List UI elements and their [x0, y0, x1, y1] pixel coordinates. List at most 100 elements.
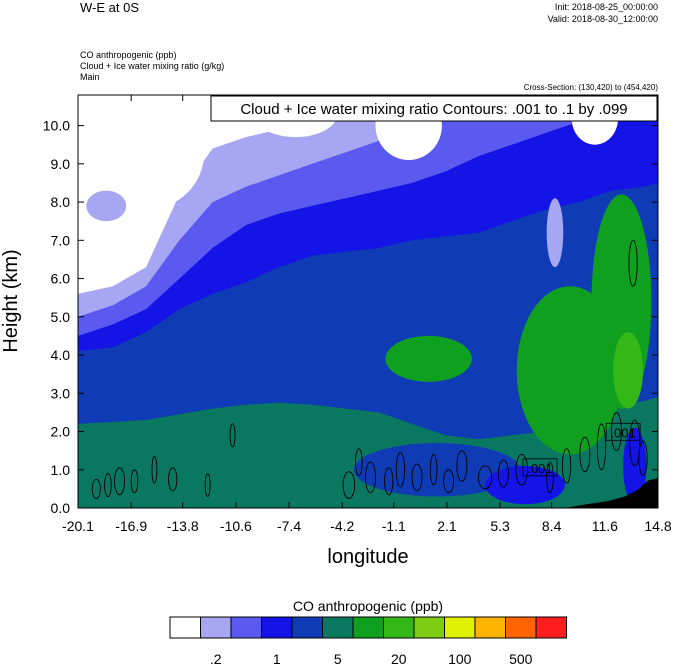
- contour-label-0: .001: [527, 461, 552, 476]
- terrain: [564, 478, 658, 508]
- cloud-contour-1: [104, 473, 112, 497]
- cloud-contour-25: [629, 419, 641, 467]
- cloud-contour-14: [429, 454, 438, 486]
- co-blob-8: [87, 95, 205, 210]
- colorbar-swatch-12: [535, 616, 567, 639]
- cloud-contour-15: [443, 469, 455, 494]
- cloud-contour-6: [204, 473, 211, 497]
- colorbar-swatch-11: [505, 616, 537, 639]
- y-tick-label-9: 9.0: [51, 156, 71, 172]
- contour-label-box-1: [605, 422, 641, 441]
- co-blob-13: [546, 198, 564, 268]
- x-tick-label-1: -16.9: [115, 518, 147, 534]
- co-blob-2: [613, 332, 644, 409]
- contour-legend-box: Cloud + Ice water mixing ratio Contours:…: [210, 95, 658, 122]
- y-axis-label: Height (km): [0, 249, 22, 352]
- cloud-contour-2: [114, 467, 125, 496]
- co-fill-layer: [78, 95, 658, 508]
- x-tick-label-11: 14.8: [644, 518, 671, 534]
- colorbar-label-3: 20: [391, 651, 407, 667]
- x-tick-label-0: -20.1: [62, 518, 94, 534]
- init-valid-times: Init: 2018-08-25_00:00:00 Valid: 2018-08…: [548, 1, 658, 25]
- x-tick-label-7: 2.1: [437, 518, 457, 534]
- contour-label-box-0: [522, 458, 558, 477]
- cloud-contour-18: [498, 459, 509, 488]
- colorbar-swatch-10: [474, 616, 506, 639]
- y-axis: 0.0 1.0 2.0 3.0 4.0 5.0 6.0 7.0 8.0 9.0 10.0: [43, 118, 658, 516]
- colorbar-swatch-0: [169, 616, 201, 639]
- y-tick-label-10: 10.0: [43, 118, 70, 134]
- cross-section-label: Cross-Section: (130,420) to (454,420): [523, 83, 658, 92]
- cloud-contour-0: [91, 478, 101, 499]
- colorbar-label-1: 1: [273, 651, 281, 667]
- cloud-contour-3: [130, 469, 139, 494]
- colorbar-swatch-9: [444, 616, 476, 639]
- contour-label-1: .001: [610, 425, 635, 440]
- field-descriptions: CO anthropogenic (ppb) Cloud + Ice water…: [80, 50, 224, 83]
- y-tick-label-3: 3.0: [51, 385, 71, 401]
- init-time: Init: 2018-08-25_00:00:00: [554, 2, 658, 12]
- x-tick-label-6: -1.1: [382, 518, 406, 534]
- y-tick-label-1: 1.0: [51, 462, 71, 478]
- cloud-contour-5: [168, 467, 178, 492]
- cloud-contour-19: [515, 454, 528, 486]
- co-blob-3: [385, 335, 472, 382]
- x-tick-label-2: -13.8: [167, 518, 199, 534]
- cloud-contour-21: [561, 448, 572, 484]
- colorbar-swatch-2: [230, 616, 262, 639]
- colorbar-swatch-5: [322, 616, 354, 639]
- x-axis: -20.1 -16.9 -13.8 -10.6 -7.4 -4.2 -1.1 2.1 5.3 8.…: [62, 95, 672, 534]
- colorbar-label-4: 100: [448, 651, 472, 667]
- x-tick-label-10: 11.6: [592, 518, 618, 534]
- cloud-contour-27: [628, 239, 638, 287]
- cloud-contour-10: [365, 461, 376, 494]
- cloud-contour-8: [342, 471, 356, 499]
- cloud-contour-9: [355, 448, 363, 476]
- cloud-contour-layer: .001 .001: [91, 239, 648, 499]
- x-tick-label-3: -10.6: [220, 518, 252, 534]
- colorbar-swatch-7: [383, 616, 415, 639]
- co-blob-12: [86, 190, 127, 222]
- cloud-contour-4: [151, 455, 158, 484]
- cloud-contour-12: [395, 452, 406, 488]
- cloud-contour-16: [456, 450, 468, 482]
- colorbar-swatch-1: [200, 616, 232, 639]
- cloud-contour-13: [411, 463, 423, 492]
- colorbar-label-2: 5: [334, 651, 342, 667]
- cloud-contour-7: [229, 423, 236, 448]
- colorbar-swatch-3: [261, 616, 293, 639]
- plot-frame: [77, 94, 659, 509]
- y-tick-label-7: 7.0: [51, 232, 71, 248]
- contour-legend-frame: [210, 95, 658, 122]
- colorbar-swatch-8: [413, 616, 445, 639]
- cloud-contour-24: [611, 411, 622, 452]
- field-line-cloud: Cloud + Ice water mixing ratio (g/kg): [80, 61, 225, 71]
- colorbar-swatch-4: [291, 616, 323, 639]
- y-tick-label-4: 4.0: [51, 347, 71, 363]
- x-tick-label-8: 5.3: [490, 518, 510, 534]
- colorbar-label-5: 500: [509, 651, 533, 667]
- co-level-1-region: [78, 95, 658, 317]
- cloud-contour-11: [384, 467, 394, 496]
- x-tick-label-5: -4.2: [330, 518, 354, 534]
- x-tick-label-9: 8.4: [542, 518, 562, 534]
- cloud-contour-23: [596, 423, 607, 471]
- colorbar: .2 1 5 20 100 500: [169, 616, 567, 667]
- colorbar-swatch-6: [352, 616, 384, 639]
- chart-title: W-E at 0S: [80, 0, 140, 15]
- x-tick-label-4: -7.4: [277, 518, 301, 534]
- colorbar-title: CO anthropogenic (ppb): [293, 598, 443, 614]
- field-line-co: CO anthropogenic (ppb): [80, 50, 177, 60]
- y-tick-label-8: 8.0: [51, 194, 71, 210]
- cloud-contour-26: [638, 440, 648, 476]
- y-tick-label-5: 5.0: [51, 309, 71, 325]
- cloud-contour-17: [478, 465, 493, 490]
- co-blob-4: [338, 259, 379, 336]
- y-tick-label-0: 0.0: [51, 500, 71, 516]
- colorbar-label-0: .2: [210, 651, 222, 667]
- cloud-contour-20: [546, 461, 554, 494]
- field-line-main: Main: [80, 72, 100, 82]
- y-tick-label-2: 2.0: [51, 424, 71, 440]
- valid-time: Valid: 2018-08-30_12:00:00: [547, 14, 658, 24]
